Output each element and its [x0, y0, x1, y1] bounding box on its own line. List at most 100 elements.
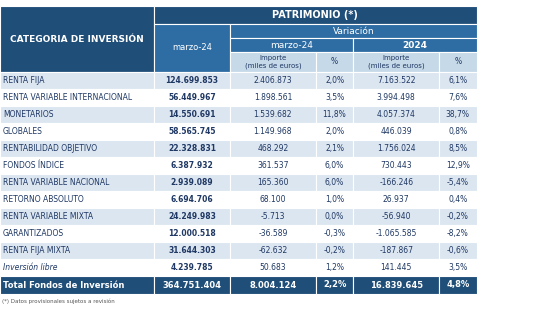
- Text: 124.699.853: 124.699.853: [165, 76, 218, 85]
- Bar: [353, 123, 439, 140]
- Bar: [353, 225, 439, 242]
- Text: 1.756.024: 1.756.024: [377, 144, 415, 153]
- Text: 7,6%: 7,6%: [448, 93, 467, 102]
- Text: 2.939.089: 2.939.089: [170, 178, 213, 187]
- Text: 1,2%: 1,2%: [325, 263, 344, 272]
- Bar: [316, 140, 353, 157]
- Bar: [230, 191, 316, 208]
- Text: Importe
(miles de euros): Importe (miles de euros): [368, 55, 425, 68]
- Bar: [439, 123, 477, 140]
- Text: 0,4%: 0,4%: [448, 195, 467, 204]
- Text: (*) Datos provisionales sujetos a revisión: (*) Datos provisionales sujetos a revisi…: [2, 298, 115, 303]
- Text: 12.000.518: 12.000.518: [168, 229, 216, 238]
- Bar: [230, 157, 316, 174]
- Text: 56.449.967: 56.449.967: [168, 93, 216, 102]
- Bar: [316, 225, 353, 242]
- Text: 22.328.831: 22.328.831: [168, 144, 216, 153]
- Bar: [0, 123, 154, 140]
- Bar: [230, 140, 316, 157]
- Bar: [316, 276, 353, 294]
- Bar: [230, 38, 353, 52]
- Bar: [439, 174, 477, 191]
- Bar: [230, 123, 316, 140]
- Text: 38,7%: 38,7%: [446, 110, 470, 119]
- Text: -5.713: -5.713: [260, 212, 285, 221]
- Text: CATEGORIA DE INVERSIÓN: CATEGORIA DE INVERSIÓN: [10, 35, 144, 43]
- Bar: [154, 123, 230, 140]
- Text: 8,5%: 8,5%: [448, 144, 467, 153]
- Bar: [0, 157, 154, 174]
- Text: 58.565.745: 58.565.745: [168, 127, 216, 136]
- Bar: [154, 72, 230, 89]
- Text: 364.751.404: 364.751.404: [163, 281, 221, 289]
- Text: 12,9%: 12,9%: [446, 161, 470, 170]
- Bar: [439, 52, 477, 72]
- Bar: [439, 106, 477, 123]
- Text: 7.163.522: 7.163.522: [377, 76, 415, 85]
- Text: 6,1%: 6,1%: [448, 76, 467, 85]
- Text: 0,8%: 0,8%: [448, 127, 467, 136]
- Bar: [353, 89, 439, 106]
- Bar: [230, 259, 316, 276]
- Text: 468.292: 468.292: [257, 144, 289, 153]
- Bar: [439, 259, 477, 276]
- Bar: [154, 208, 230, 225]
- Bar: [353, 157, 439, 174]
- Text: -0,6%: -0,6%: [447, 246, 469, 255]
- Text: 0,0%: 0,0%: [325, 212, 344, 221]
- Text: 2,2%: 2,2%: [323, 281, 346, 289]
- Text: RENTA VARIABLE NACIONAL: RENTA VARIABLE NACIONAL: [3, 178, 109, 187]
- Text: 26.937: 26.937: [383, 195, 410, 204]
- Text: 14.550.691: 14.550.691: [168, 110, 216, 119]
- Text: RENTABILIDAD OBJETIVO: RENTABILIDAD OBJETIVO: [3, 144, 97, 153]
- Bar: [0, 225, 154, 242]
- Bar: [154, 6, 477, 24]
- Bar: [230, 24, 477, 38]
- Text: %: %: [331, 57, 338, 67]
- Text: 165.360: 165.360: [257, 178, 289, 187]
- Text: 4.057.374: 4.057.374: [377, 110, 416, 119]
- Bar: [230, 106, 316, 123]
- Bar: [353, 242, 439, 259]
- Text: %: %: [455, 57, 461, 67]
- Bar: [316, 106, 353, 123]
- Bar: [316, 191, 353, 208]
- Text: marzo-24: marzo-24: [270, 41, 313, 49]
- Text: PATRIMONIO (*): PATRIMONIO (*): [272, 10, 358, 20]
- Text: -62.632: -62.632: [258, 246, 288, 255]
- Bar: [0, 174, 154, 191]
- Text: 3.994.498: 3.994.498: [377, 93, 416, 102]
- Bar: [154, 89, 230, 106]
- Text: 4,8%: 4,8%: [446, 281, 469, 289]
- Text: -0,3%: -0,3%: [324, 229, 346, 238]
- Bar: [230, 276, 316, 294]
- Text: 1.149.968: 1.149.968: [254, 127, 292, 136]
- Text: 141.445: 141.445: [380, 263, 412, 272]
- Text: 31.644.303: 31.644.303: [168, 246, 216, 255]
- Text: 68.100: 68.100: [260, 195, 286, 204]
- Text: Variación: Variación: [332, 27, 374, 36]
- Bar: [353, 140, 439, 157]
- Text: marzo-24: marzo-24: [172, 43, 212, 53]
- Bar: [154, 191, 230, 208]
- Bar: [439, 89, 477, 106]
- Bar: [0, 276, 154, 294]
- Bar: [439, 242, 477, 259]
- Text: -8,2%: -8,2%: [447, 229, 469, 238]
- Text: 16.839.645: 16.839.645: [369, 281, 423, 289]
- Bar: [316, 72, 353, 89]
- Bar: [439, 191, 477, 208]
- Bar: [439, 208, 477, 225]
- Text: 2,0%: 2,0%: [325, 127, 344, 136]
- Text: 1.898.561: 1.898.561: [254, 93, 292, 102]
- Text: 2,0%: 2,0%: [325, 76, 344, 85]
- Bar: [439, 157, 477, 174]
- Bar: [154, 225, 230, 242]
- Bar: [0, 6, 154, 72]
- Text: 50.683: 50.683: [259, 263, 286, 272]
- Bar: [316, 174, 353, 191]
- Bar: [230, 208, 316, 225]
- Bar: [230, 242, 316, 259]
- Bar: [0, 242, 154, 259]
- Text: -56.940: -56.940: [382, 212, 411, 221]
